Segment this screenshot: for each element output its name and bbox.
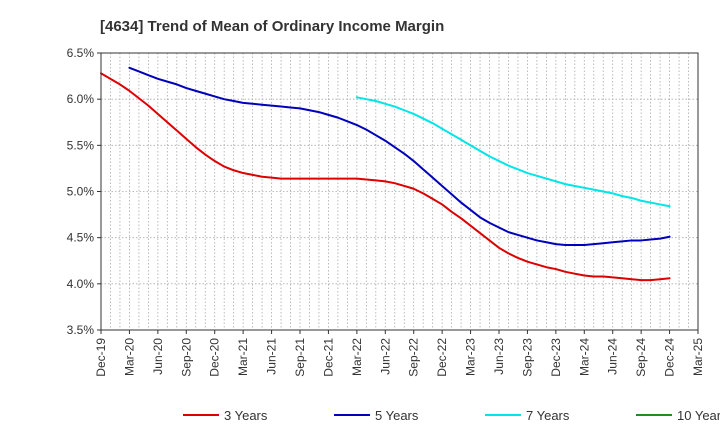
legend-label-7-years: 7 Years — [526, 408, 570, 423]
legend-label-3-years: 3 Years — [224, 408, 268, 423]
x-tick-label: Sep-20 — [179, 338, 193, 377]
x-tick-label: Dec-20 — [208, 338, 222, 377]
y-tick-label: 3.5% — [67, 323, 95, 337]
x-tick-label: Jun-20 — [151, 338, 165, 375]
x-tick-label: Sep-24 — [634, 338, 648, 377]
x-tick-label: Mar-25 — [691, 338, 705, 376]
x-axis-ticks: Dec-19 Mar-20 Jun-20 Sep-20 Dec-20 Mar-21 Jun-… — [94, 330, 705, 377]
x-tick-label: Mar-21 — [236, 338, 250, 376]
x-tick-label: Dec-21 — [321, 338, 335, 377]
y-tick-label: 4.0% — [67, 277, 95, 291]
y-tick-label: 5.5% — [67, 138, 95, 152]
y-axis-ticks: 3.5% 4.0% 4.5% 5.0% 5.5% 6.0% 6.5% — [67, 46, 101, 337]
x-tick-label: Jun-24 — [606, 338, 620, 375]
x-tick-label: Sep-21 — [293, 338, 307, 377]
x-tick-label: Sep-23 — [520, 338, 534, 377]
y-tick-label: 5.0% — [67, 185, 95, 199]
x-tick-label: Mar-22 — [350, 338, 364, 376]
y-tick-label: 6.5% — [67, 46, 95, 60]
x-tick-label: Mar-23 — [464, 338, 478, 376]
legend-label-5-years: 5 Years — [375, 408, 419, 423]
x-tick-label: Sep-22 — [407, 338, 421, 377]
chart-grid — [101, 53, 698, 330]
x-tick-label: Dec-24 — [663, 338, 677, 377]
series-layer — [100, 66, 671, 282]
chart-title: [4634] Trend of Mean of Ordinary Income … — [100, 18, 444, 35]
x-tick-label: Jun-21 — [265, 338, 279, 375]
x-tick-label: Dec-19 — [94, 338, 108, 377]
x-tick-label: Dec-22 — [435, 338, 449, 377]
x-tick-label: Mar-20 — [122, 338, 136, 376]
series-line-7-years — [355, 96, 671, 208]
x-tick-label: Mar-24 — [577, 338, 591, 376]
x-tick-label: Jun-23 — [492, 338, 506, 375]
legend: 3 Years 5 Years 7 Years 10 Years — [183, 408, 720, 423]
y-tick-label: 6.0% — [67, 92, 95, 106]
series-line-3-years — [100, 72, 671, 282]
legend-label-10-years: 10 Years — [677, 408, 720, 423]
x-tick-label: Dec-23 — [549, 338, 563, 377]
x-tick-label: Jun-22 — [378, 338, 392, 375]
series-line-5-years — [128, 66, 671, 247]
y-tick-label: 4.5% — [67, 231, 95, 245]
